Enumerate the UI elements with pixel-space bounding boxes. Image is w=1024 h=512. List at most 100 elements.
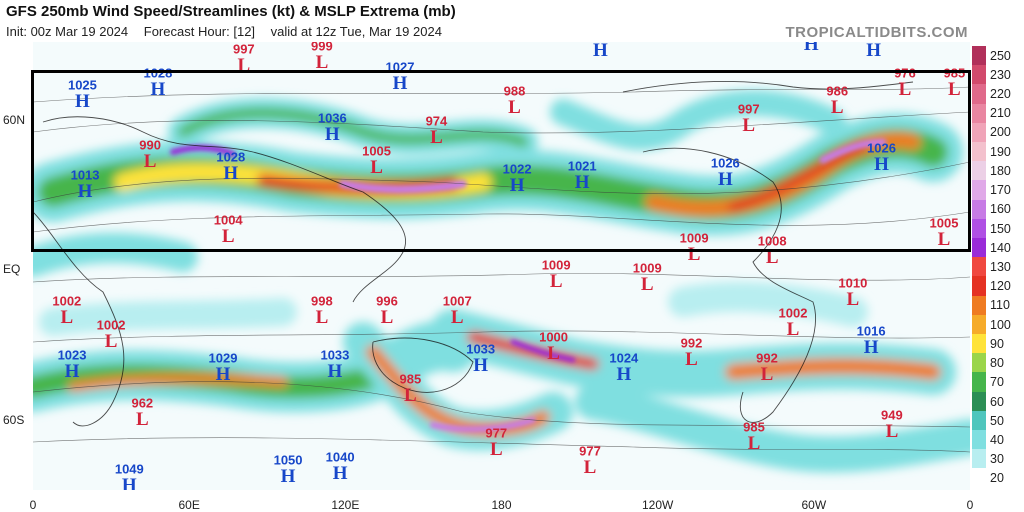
- low-pressure-center: L: [583, 457, 597, 478]
- colorbar-swatch: [972, 84, 986, 104]
- pressure-center-value: 1026: [867, 140, 896, 156]
- high-pressure-center: H: [593, 42, 608, 61]
- pressure-center-value: 1002: [52, 293, 82, 309]
- high-pressure-center: H: [327, 361, 343, 382]
- low-pressure-center: L: [898, 79, 912, 100]
- pressure-center-value: 1007: [442, 293, 472, 309]
- pressure-center-value: 1005: [362, 143, 392, 159]
- colorbar-label: 210: [990, 106, 1011, 121]
- low-pressure-center: L: [430, 127, 443, 148]
- low-pressure-center: L: [508, 97, 521, 118]
- latitude-label: 60N: [3, 113, 26, 127]
- high-pressure-center: H: [863, 337, 879, 358]
- pressure-center-value: 1016: [856, 323, 886, 339]
- colorbar-label: 190: [990, 144, 1011, 159]
- pressure-center-value: 1026: [710, 155, 740, 171]
- colorbar-swatch: [972, 334, 986, 354]
- wind-field: [33, 81, 970, 473]
- longitude-label: 120W: [641, 498, 674, 512]
- pressure-center-value: 976: [894, 65, 916, 81]
- high-pressure-center: H: [803, 42, 819, 55]
- colorbar-label: 80: [990, 356, 1004, 371]
- pressure-center-value: 997: [737, 101, 760, 117]
- high-pressure-center: H: [509, 175, 525, 196]
- high-pressure-center: H: [77, 181, 93, 202]
- pressure-center-value: 1000: [539, 329, 569, 345]
- pressure-center-value: 1049: [114, 461, 144, 477]
- low-pressure-center: L: [489, 439, 503, 460]
- pressure-center-value: 1033: [466, 341, 496, 357]
- high-pressure-center: H: [215, 364, 231, 385]
- pressure-center-value: 1008: [757, 233, 787, 249]
- low-pressure-center: L: [237, 55, 251, 76]
- pressure-center-value: 962: [131, 395, 154, 411]
- longitude-label: 120E: [331, 498, 360, 512]
- colorbar-swatch: [972, 430, 986, 450]
- pressure-center-value: 1010: [838, 275, 868, 291]
- colorbar-swatch: [972, 410, 986, 431]
- colorbar-label: 230: [990, 67, 1011, 82]
- pressure-center-value: 1004: [213, 212, 243, 228]
- pressure-center-value: 1009: [541, 257, 571, 273]
- colorbar-swatch: [972, 46, 986, 66]
- pressure-center-value: 1028: [143, 65, 173, 81]
- colorbar-swatch: [972, 449, 986, 469]
- high-pressure-center: H: [574, 172, 590, 193]
- low-pressure-center: L: [948, 79, 961, 100]
- colorbar-label: 170: [990, 183, 1011, 198]
- latitude-label: 60S: [3, 413, 25, 427]
- colorbar-label: 220: [990, 87, 1011, 102]
- colorbar-swatch: [972, 468, 986, 488]
- longitude-label: 60W: [801, 498, 827, 512]
- low-pressure-center: L: [547, 343, 560, 364]
- colorbar: [972, 46, 986, 488]
- pressure-center-value: 1022: [502, 161, 532, 177]
- pressure-center-value: 996: [376, 293, 398, 309]
- low-pressure-center: L: [104, 331, 118, 352]
- longitude-label: 180: [491, 498, 512, 512]
- low-pressure-center: L: [60, 307, 74, 328]
- low-pressure-center: L: [846, 289, 860, 310]
- high-pressure-center: H: [616, 364, 632, 385]
- pressure-center-value: 998: [311, 293, 333, 309]
- forecast-hour: Forecast Hour: [12]: [143, 24, 256, 39]
- low-pressure-center: L: [937, 229, 951, 250]
- pressure-center-value: 1040: [325, 449, 355, 465]
- pressure-center-value: 974: [425, 113, 448, 129]
- low-pressure-center: L: [404, 385, 417, 406]
- low-pressure-center: L: [747, 433, 761, 454]
- pressure-center-value: 977: [579, 443, 601, 459]
- high-pressure-center: H: [324, 124, 340, 145]
- low-pressure-center: L: [549, 271, 563, 292]
- valid-time: valid at 12z Tue, Mar 19 2024: [270, 24, 442, 39]
- colorbar-swatch: [972, 391, 986, 411]
- low-pressure-center: L: [786, 319, 800, 340]
- colorbar-swatch: [972, 180, 986, 200]
- colorbar-label: 110: [990, 298, 1010, 313]
- colorbar-label: 90: [990, 336, 1004, 351]
- high-pressure-center: H: [280, 466, 296, 487]
- high-pressure-center: H: [717, 169, 733, 190]
- high-pressure-center: H: [121, 475, 137, 490]
- colorbar-swatch: [972, 218, 986, 239]
- colorbar-swatch: [972, 295, 986, 315]
- colorbar-label: 200: [990, 125, 1011, 140]
- low-pressure-center: L: [742, 115, 756, 136]
- latitude-label: EQ: [3, 262, 21, 276]
- colorbar-label: 160: [990, 202, 1011, 217]
- colorbar-swatch: [972, 142, 986, 162]
- colorbar-swatch: [972, 372, 986, 392]
- low-pressure-center: L: [685, 349, 698, 370]
- pressure-center-value: 985: [399, 371, 422, 387]
- wind-map: 997L999L1046H1034H1040H976L985L1025H1028…: [33, 42, 970, 490]
- map-title: GFS 250mb Wind Speed/Streamlines (kt) & …: [6, 3, 456, 20]
- longitude-label: 0: [966, 498, 974, 512]
- colorbar-label: 40: [990, 432, 1004, 447]
- colorbar-label: 180: [990, 163, 1011, 178]
- colorbar-label: 130: [990, 260, 1011, 274]
- high-pressure-center: H: [866, 42, 882, 61]
- pressure-center-value: 1021: [567, 158, 597, 174]
- pressure-center-value: 949: [881, 407, 903, 423]
- colorbar-swatch: [972, 103, 986, 123]
- colorbar-label: 70: [990, 375, 1004, 390]
